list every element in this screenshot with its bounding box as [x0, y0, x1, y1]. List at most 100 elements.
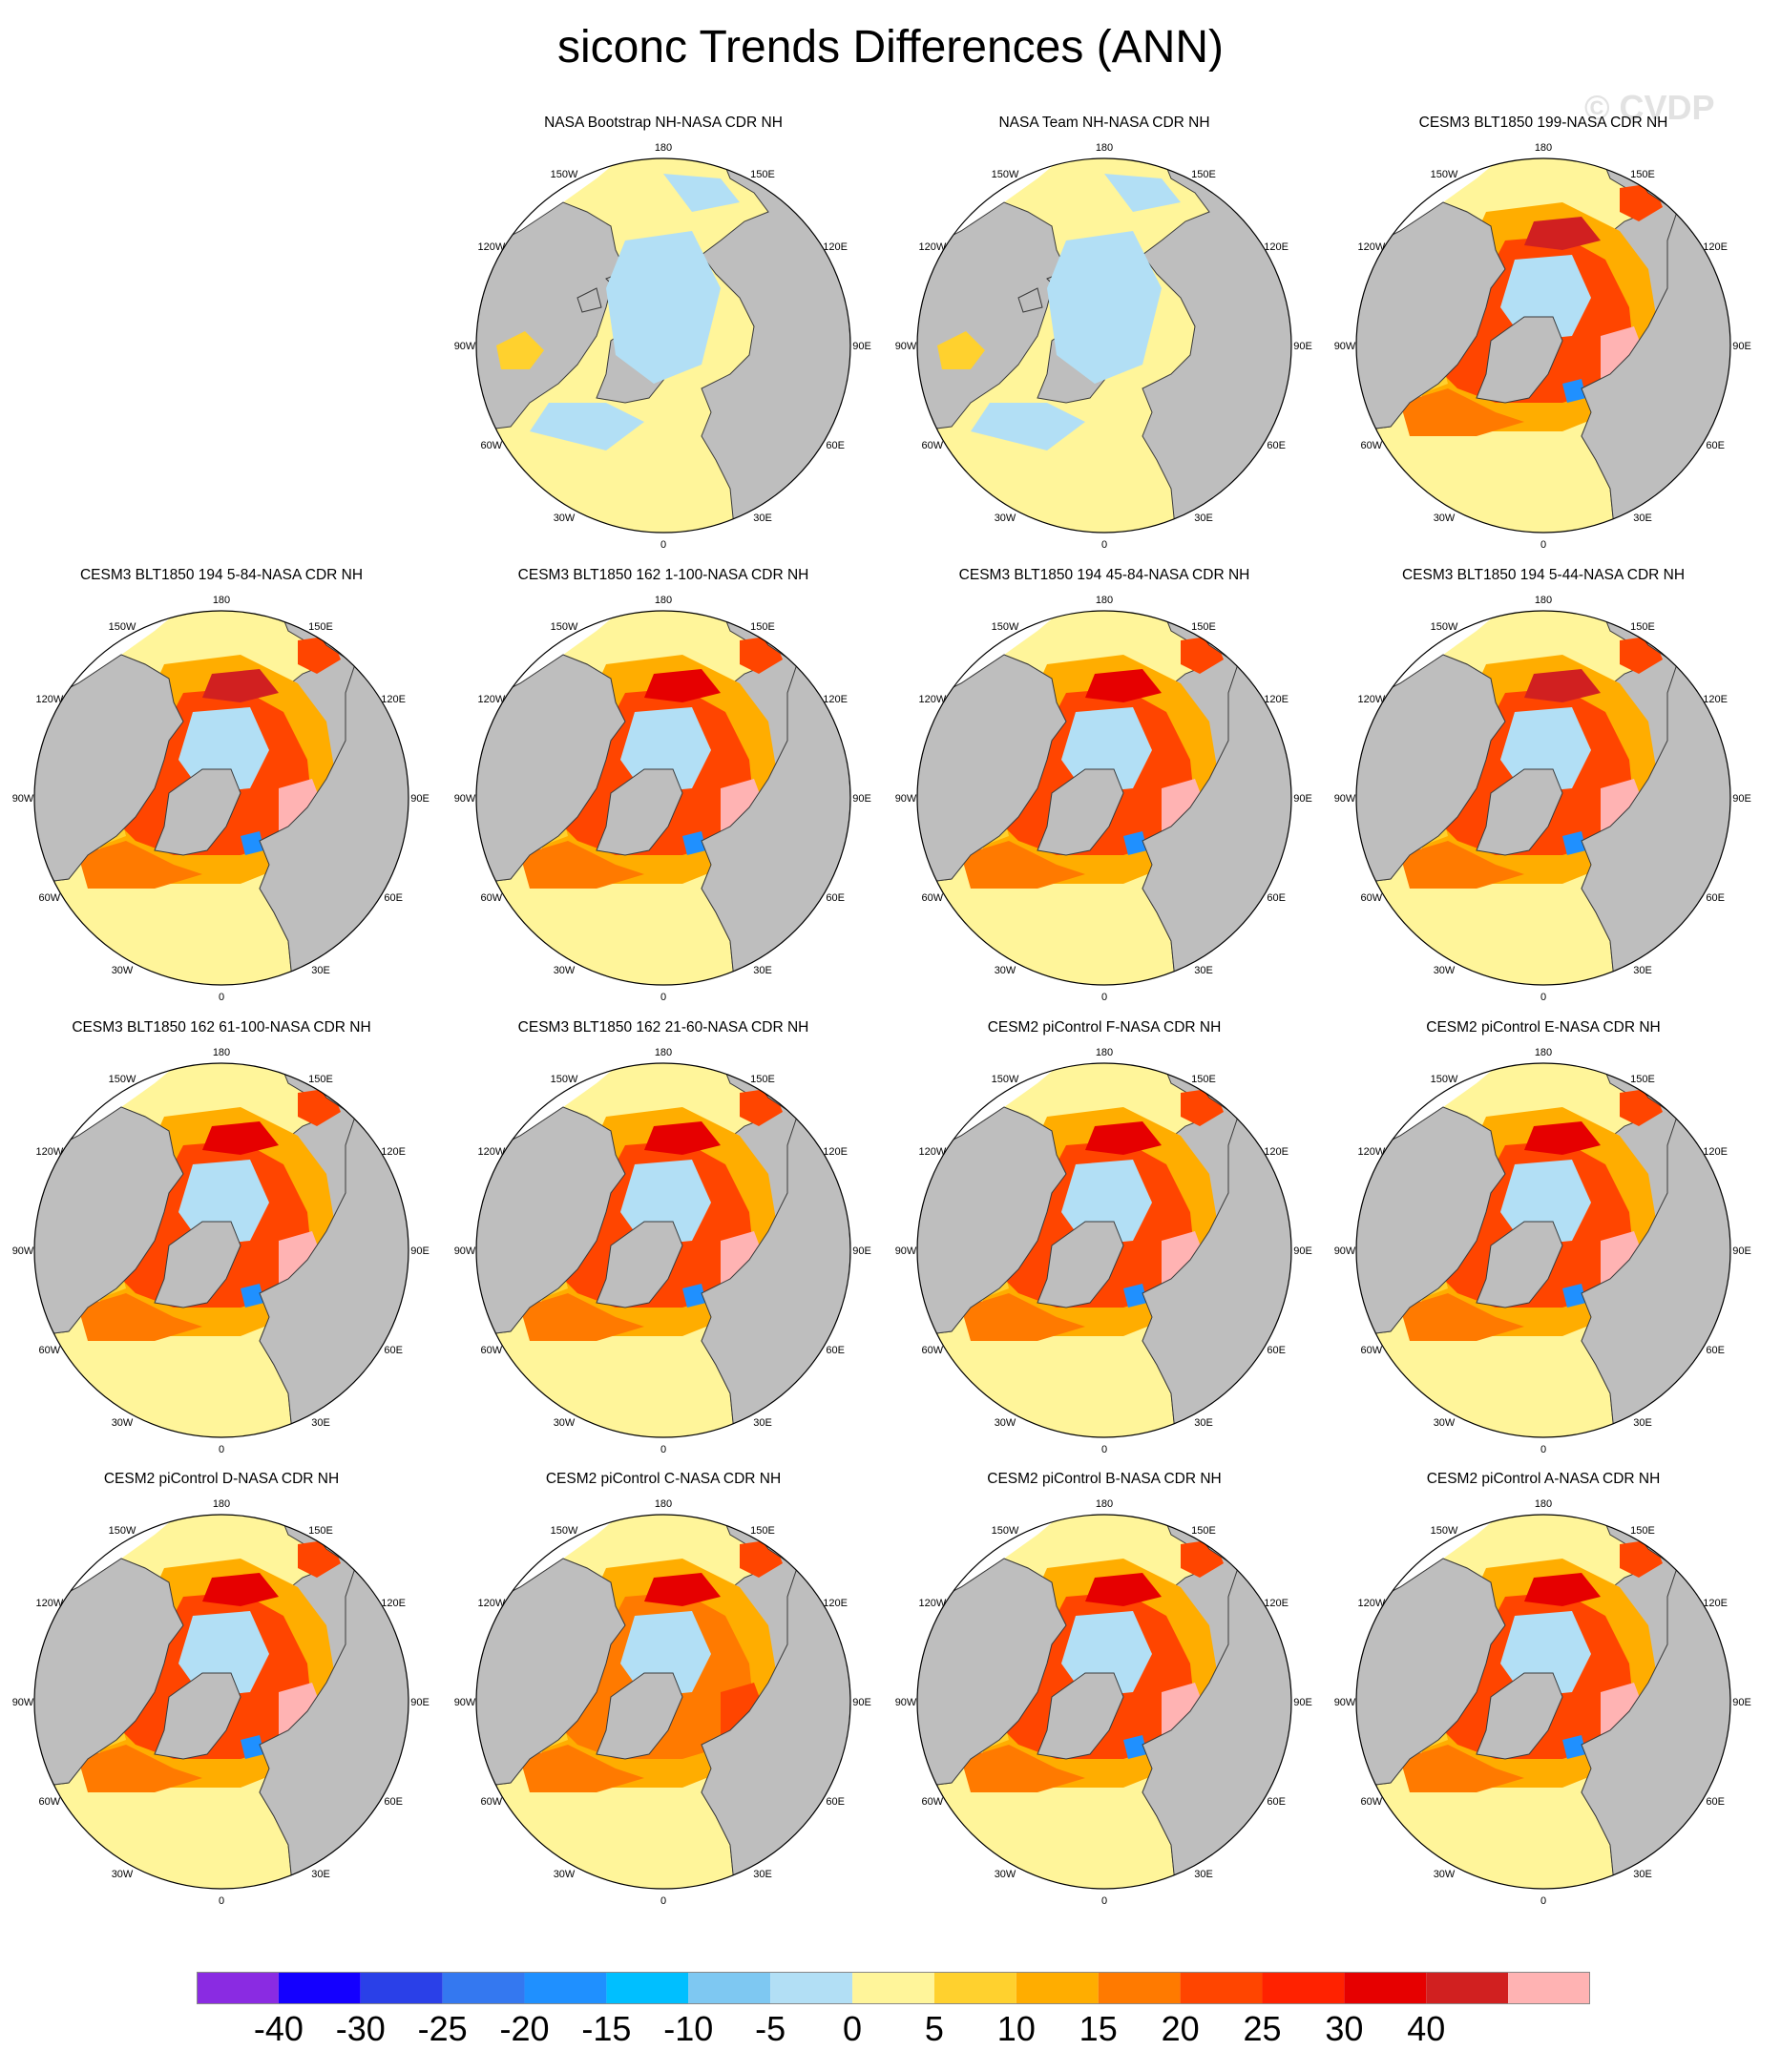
colorbar-label: -25 — [418, 2009, 468, 2048]
longitude-label: 90E — [1732, 1245, 1751, 1257]
colorbar-swatch — [770, 1972, 853, 2004]
longitude-label: 90W — [454, 793, 476, 805]
longitude-label: 60E — [826, 440, 845, 451]
longitude-label: 30W — [112, 965, 134, 976]
longitude-label: 120E — [823, 1598, 848, 1609]
longitude-label: 30W — [1434, 1869, 1456, 1880]
colorbar-swatch — [933, 1972, 1016, 2004]
longitude-label: 60E — [384, 1796, 403, 1808]
map-panel: CESM3 BLT1850 162 21-60-NASA CDR NH 180 15… — [442, 1019, 885, 1464]
longitude-label: 0 — [660, 539, 666, 551]
longitude-label: 60W — [922, 1345, 944, 1356]
longitude-label: 30E — [1194, 1869, 1213, 1880]
longitude-label: 120E — [1703, 694, 1728, 705]
trend-region — [961, 841, 1085, 889]
longitude-label: 150W — [992, 1074, 1019, 1085]
longitude-label: 120W — [918, 241, 946, 253]
longitude-label: 30E — [1633, 965, 1652, 976]
longitude-label: 90E — [1293, 1245, 1312, 1257]
longitude-label: 150E — [1191, 1074, 1216, 1085]
longitude-label: 120E — [1264, 694, 1289, 705]
longitude-label: 120W — [1357, 1146, 1385, 1158]
longitude-label: 60E — [384, 1345, 403, 1356]
archipelago-island — [576, 287, 602, 313]
longitude-label: 30W — [995, 1417, 1016, 1429]
longitude-label: 150E — [1191, 169, 1216, 180]
longitude-label: 0 — [660, 1895, 666, 1907]
longitude-label: 60E — [1267, 892, 1286, 904]
map-panel: CESM3 BLT1850 162 1-100-NASA CDR NH 180 15… — [442, 567, 885, 1012]
longitude-label: 120E — [1703, 241, 1728, 253]
longitude-label: 60E — [826, 892, 845, 904]
map-boundary — [475, 610, 851, 986]
trend-region — [241, 1284, 264, 1308]
colorbar-label: -30 — [336, 2009, 386, 2048]
trend-region — [241, 831, 264, 855]
longitude-label: 120E — [381, 694, 406, 705]
longitude-label: 30W — [1434, 965, 1456, 976]
colorbar-swatch — [606, 1972, 689, 2004]
longitude-label: 30W — [1434, 1417, 1456, 1429]
map-panel: CESM2 piControl F-NASA CDR NH 180 150E 120E… — [883, 1019, 1326, 1464]
trend-region — [1524, 1573, 1601, 1606]
longitude-label: 90E — [852, 1697, 871, 1708]
longitude-label: 90W — [12, 793, 34, 805]
longitude-label: 90W — [1334, 793, 1356, 805]
longitude-label: 90E — [410, 1245, 430, 1257]
longitude-label: 90W — [895, 341, 917, 352]
panel-title: CESM3 BLT1850 162 1-100-NASA CDR NH — [517, 567, 809, 583]
map-panel: CESM3 BLT1850 162 61-100-NASA CDR NH 180 1… — [0, 1019, 443, 1464]
polar-map: 180 150E 120E 90E 60E 30E 0 30W 60W 90W 120W 150W — [1334, 142, 1751, 551]
longitude-label: 0 — [219, 1895, 224, 1907]
longitude-label: 180 — [213, 1047, 230, 1058]
longitude-label: 90E — [1732, 1697, 1751, 1708]
longitude-label: 30W — [112, 1869, 134, 1880]
longitude-label: 150W — [992, 621, 1019, 633]
longitude-label: 60E — [1267, 1345, 1286, 1356]
longitude-label: 120E — [381, 1598, 406, 1609]
trend-region — [663, 174, 740, 212]
longitude-label: 60W — [481, 1796, 503, 1808]
longitude-label: 0 — [1540, 539, 1546, 551]
colorbar-swatch — [442, 1972, 525, 2004]
longitude-label: 150E — [308, 1525, 333, 1537]
map-boundary — [33, 1514, 409, 1890]
map-boundary — [475, 1514, 851, 1890]
longitude-label: 150E — [750, 1074, 775, 1085]
longitude-label: 180 — [213, 1498, 230, 1510]
longitude-label: 30W — [995, 965, 1016, 976]
longitude-label: 120W — [918, 694, 946, 705]
panel-title: CESM2 piControl F-NASA CDR NH — [987, 1019, 1222, 1036]
colorbar-swatch — [524, 1972, 607, 2004]
colorbar-swatch — [1508, 1972, 1590, 2004]
map-panel: CESM3 BLT1850 199-NASA CDR NH 180 150E 120E… — [1322, 115, 1765, 559]
longitude-label: 90W — [1334, 341, 1356, 352]
longitude-label: 150E — [1630, 621, 1655, 633]
trend-region — [1085, 669, 1162, 702]
trend-region — [520, 1745, 644, 1792]
trend-region — [682, 1284, 706, 1308]
longitude-label: 60W — [1361, 1345, 1383, 1356]
longitude-label: 0 — [1540, 1895, 1546, 1907]
map-boundary — [1355, 157, 1731, 534]
longitude-label: 0 — [219, 1444, 224, 1455]
longitude-label: 120W — [918, 1598, 946, 1609]
longitude-label: 120E — [823, 1146, 848, 1158]
trend-region — [1104, 174, 1181, 212]
polar-map: 180 150E 120E 90E 60E 30E 0 30W 60W 90W 120W 150W — [454, 142, 871, 551]
longitude-label: 30W — [995, 513, 1016, 524]
trend-region — [1400, 1293, 1524, 1341]
colorbar-label: -5 — [755, 2009, 786, 2048]
longitude-label: 30W — [554, 1417, 576, 1429]
hudson-bay — [496, 331, 544, 369]
longitude-label: 90E — [1732, 341, 1751, 352]
polar-map: 180 150E 120E 90E 60E 30E 0 30W 60W 90W 120W 150W — [454, 595, 871, 1003]
cvdp-watermark: © CVDP — [1584, 88, 1715, 127]
longitude-label: 150E — [1191, 1525, 1216, 1537]
trend-region — [1047, 231, 1162, 384]
trend-region — [241, 1735, 264, 1759]
longitude-label: 150W — [1431, 169, 1458, 180]
trend-region — [78, 1293, 202, 1341]
longitude-label: 90E — [1732, 793, 1751, 805]
longitude-label: 120W — [477, 694, 505, 705]
